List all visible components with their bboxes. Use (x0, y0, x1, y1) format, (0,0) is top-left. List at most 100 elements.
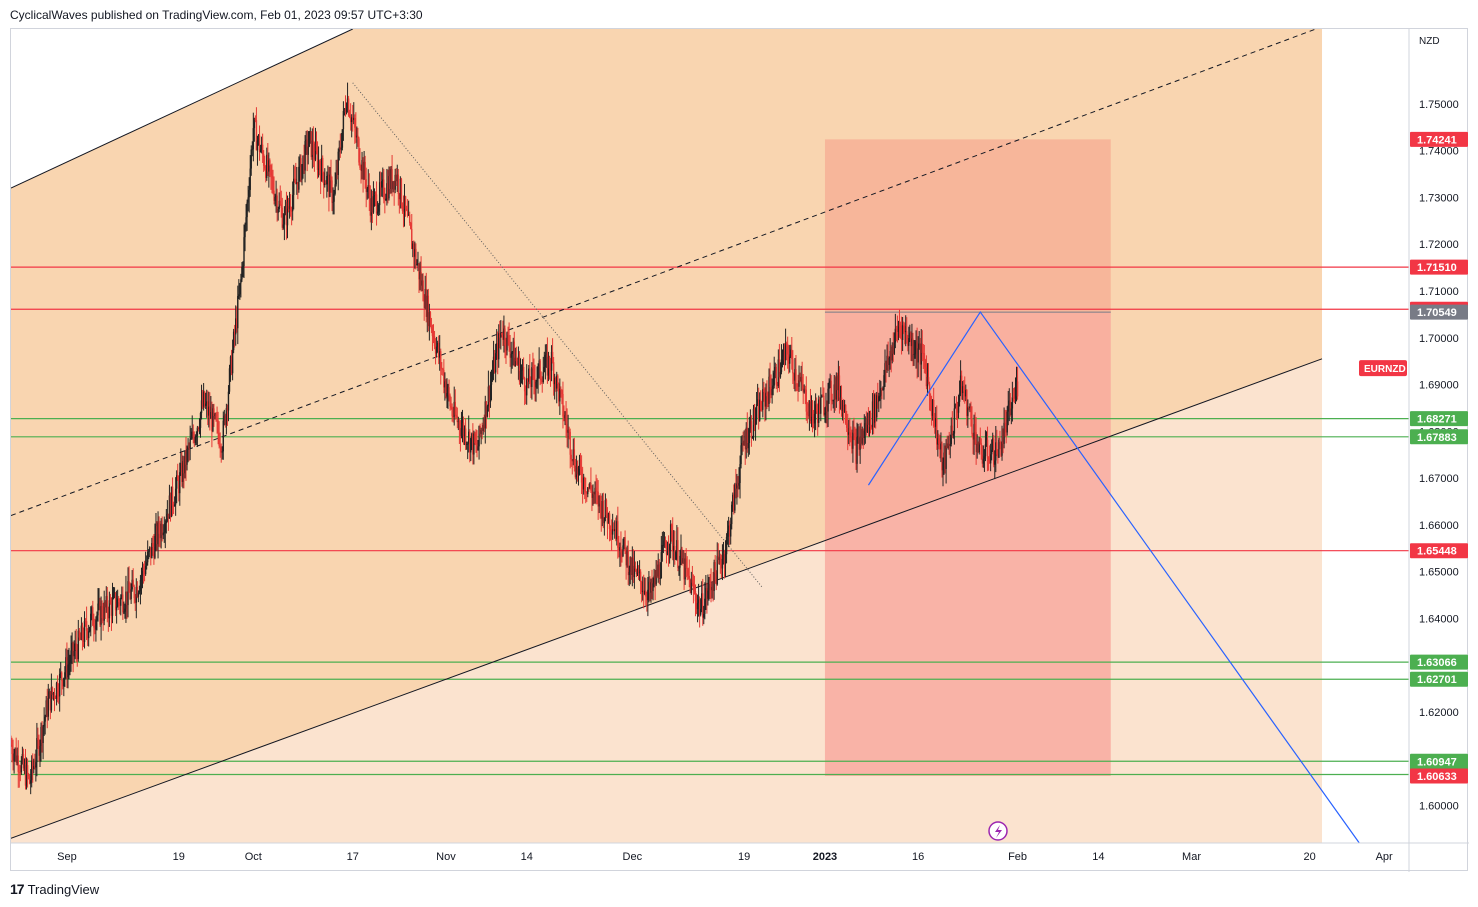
candle-body (791, 349, 793, 360)
candle-body (533, 368, 535, 379)
candle-body (228, 368, 231, 392)
candle-body (214, 414, 216, 417)
candle-body (195, 435, 198, 437)
candle-body (908, 338, 910, 346)
candle-body (820, 397, 822, 414)
candle-body (1007, 404, 1009, 412)
candle-body (136, 586, 139, 597)
candle-body (638, 571, 641, 574)
candle-body (76, 650, 78, 660)
price-badge-bg (1410, 543, 1468, 559)
background-layer (11, 29, 1409, 843)
candle-body (915, 341, 917, 354)
candle-body (706, 588, 708, 599)
candle-body (253, 118, 256, 129)
candle-body (318, 160, 321, 169)
time-tick-label: Feb (1008, 851, 1027, 863)
level-badge: 1.60947 (1410, 753, 1468, 769)
candle-body (790, 349, 792, 357)
price-tick-label: 1.67000 (1419, 473, 1459, 485)
candle-body (798, 380, 800, 387)
candle-body (789, 356, 791, 364)
candle-body (490, 379, 493, 385)
candle-body (704, 598, 706, 615)
candle-body (95, 620, 97, 630)
candle-body (443, 370, 445, 388)
candle-body (956, 409, 959, 413)
candle-body (513, 341, 515, 367)
candle-body (647, 589, 649, 601)
candle-body (42, 726, 44, 744)
candle-body (549, 368, 552, 371)
candle-body (959, 375, 962, 394)
candle-body (712, 586, 714, 591)
candle-body (306, 139, 308, 155)
candle-body (372, 196, 375, 213)
candle-body (596, 490, 598, 492)
candle-body (233, 331, 236, 335)
candle-body (57, 695, 60, 697)
candle-body (108, 600, 111, 619)
candle-body (407, 214, 410, 216)
candle-body (887, 355, 889, 366)
candle-body (364, 161, 366, 180)
candlestick-chart[interactable]: NZD 1.75000 1.74000 1.73000 1.72000 1.71000 1.… (11, 29, 1469, 872)
candle-body (127, 581, 129, 606)
candle-body (129, 592, 131, 600)
candle-body (22, 753, 25, 769)
price-badge-bg (1410, 654, 1468, 670)
candle-body (942, 462, 944, 471)
candle-body (529, 368, 531, 384)
candle-body (774, 366, 776, 373)
candle-body (442, 369, 444, 371)
candle-body (837, 375, 840, 391)
time-tick-label: Oct (245, 851, 262, 863)
candle-body (936, 418, 938, 445)
candle-body (687, 568, 689, 576)
candle-body (422, 280, 424, 302)
candle-body (436, 342, 439, 348)
candle-body (992, 438, 994, 450)
candle-body (950, 425, 952, 445)
candle-body (931, 399, 934, 416)
candle-body (543, 367, 546, 373)
candle-body (775, 366, 777, 385)
candle-body (512, 341, 514, 353)
candle-body (718, 557, 721, 561)
candle-body (902, 324, 905, 327)
candle-body (89, 627, 91, 632)
candle-body (528, 368, 530, 382)
candle-body (316, 150, 319, 170)
candle-body (898, 325, 901, 327)
candle-body (570, 454, 572, 460)
candle-body (92, 607, 94, 626)
candle-body (852, 432, 854, 449)
candle-body (455, 414, 457, 417)
candle-body (387, 183, 389, 199)
candle-body (1015, 381, 1018, 388)
publisher-header: CyclicalWaves published on TradingView.c… (10, 8, 423, 22)
candle-body (982, 458, 985, 464)
candle-body (667, 550, 670, 551)
candle-body (498, 333, 500, 360)
candle-body (285, 206, 288, 226)
candle-body (694, 591, 697, 602)
candle-body (698, 599, 701, 615)
candle-body (325, 183, 327, 185)
candle-body (777, 359, 780, 387)
candle-body (893, 342, 896, 354)
candle-body (197, 427, 200, 429)
candle-body (397, 174, 399, 194)
candle-body (140, 576, 143, 581)
candle-body (763, 389, 765, 393)
candle-body (595, 487, 597, 491)
candle-body (180, 463, 182, 473)
candle-body (266, 154, 268, 178)
candle-body (896, 329, 899, 332)
chart-area[interactable]: NZD 1.75000 1.74000 1.73000 1.72000 1.71000 1.… (10, 28, 1469, 872)
candle-body (750, 421, 753, 438)
price-badge-label: 1.67883 (1417, 432, 1457, 444)
candle-body (203, 391, 206, 406)
candle-body (606, 515, 609, 524)
candle-body (320, 157, 323, 181)
